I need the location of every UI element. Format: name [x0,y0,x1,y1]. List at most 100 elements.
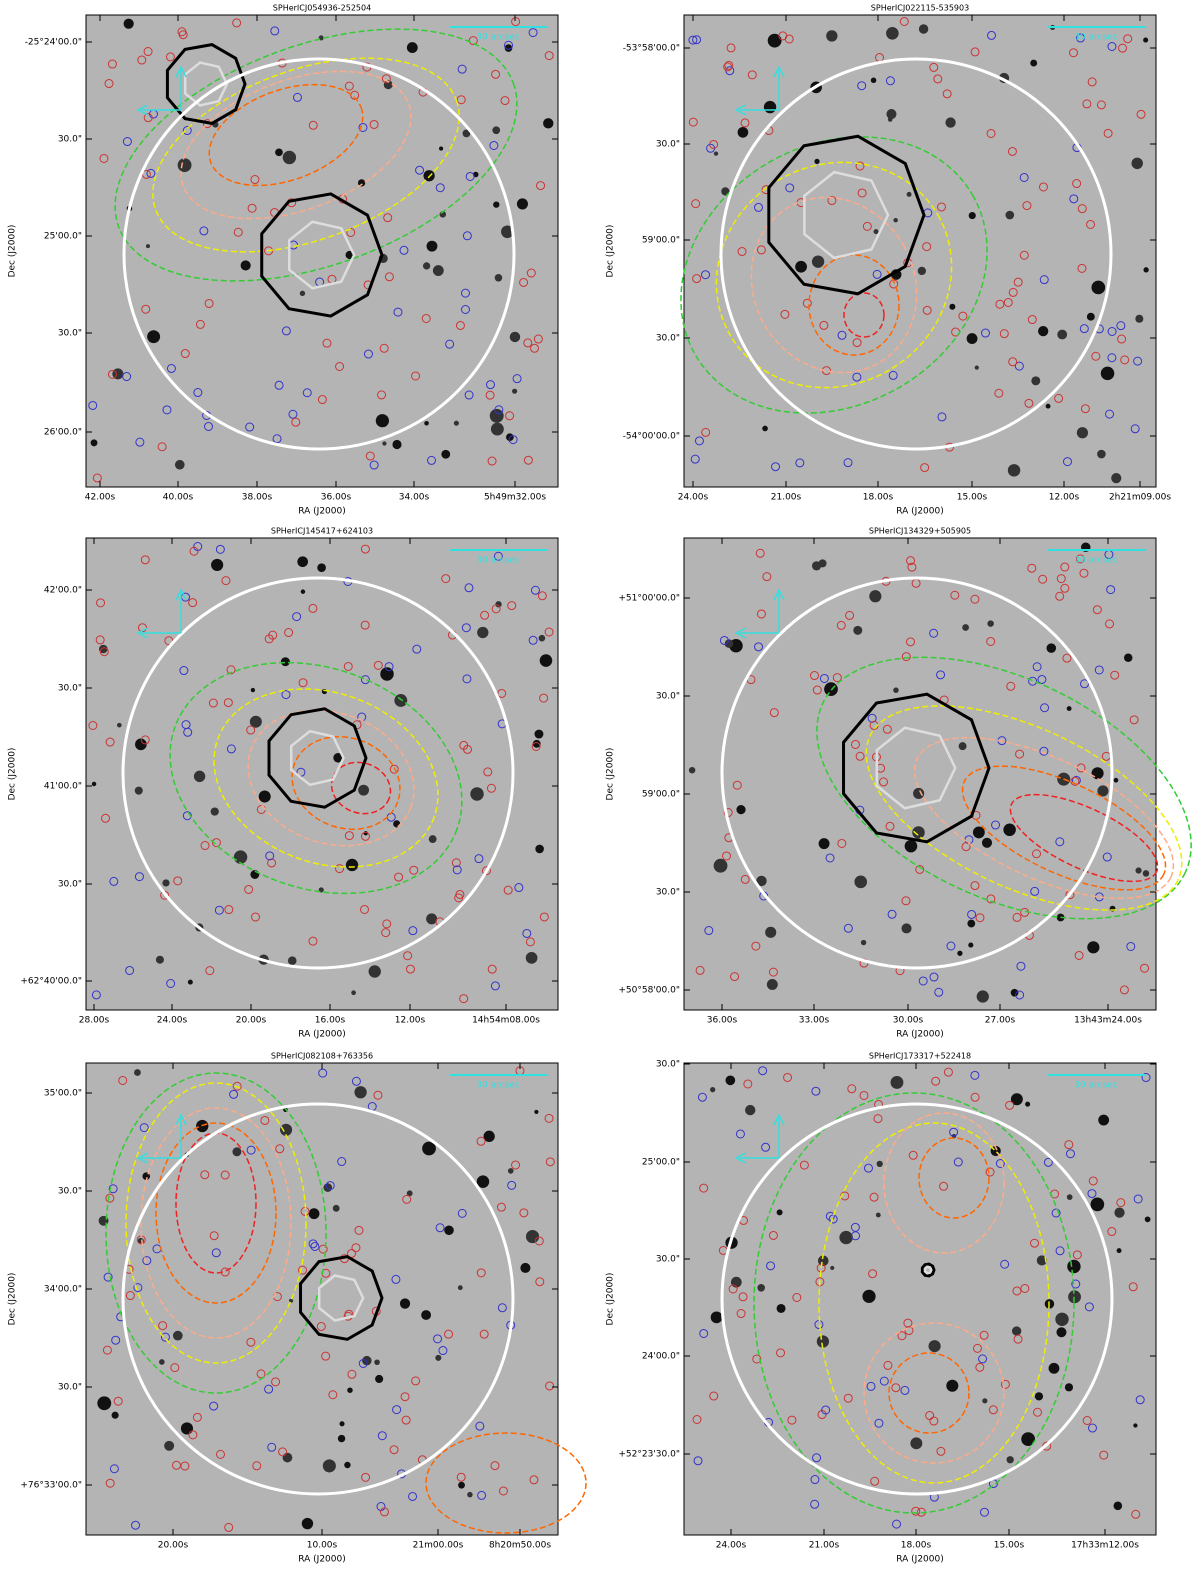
source-marker [291,417,301,427]
source-marker [246,1337,256,1347]
star [904,839,918,853]
source-marker [270,26,280,36]
source-marker [140,555,150,565]
source-marker [995,1159,1005,1169]
source-marker [539,912,549,922]
source-marker [170,1363,180,1373]
source-marker [494,405,504,415]
source-marker [199,226,209,236]
star [187,979,193,985]
source-marker [523,338,533,348]
y-axis-label: Dec (J2000) [8,225,18,278]
source-marker [512,374,522,384]
source-marker [535,1277,545,1287]
contour-black [920,1262,936,1278]
source-marker [104,79,114,89]
star [824,682,838,697]
source-marker [943,1067,953,1077]
star [910,1437,923,1450]
source-marker [166,363,176,373]
source-marker [836,620,846,630]
source-marker [863,1163,873,1173]
y-tick-label: 30.0" [58,135,82,145]
source-marker [1110,670,1120,680]
star [1057,329,1068,340]
star [839,1230,853,1245]
contour [125,1082,307,1364]
source-marker [692,274,702,284]
star [301,1517,314,1530]
source-marker [723,62,733,72]
star [534,729,544,739]
source-marker [316,1321,326,1331]
star [946,1379,959,1392]
star [1010,1093,1023,1106]
source-marker [384,662,394,672]
source-marker [511,1160,521,1170]
source-marker [953,1157,963,1167]
source-marker [1091,351,1101,361]
source-marker [379,343,389,353]
source-marker [931,1076,941,1086]
source-marker [491,604,501,614]
star [928,1340,941,1353]
star [1090,1197,1105,1212]
star [765,926,777,938]
source-marker [534,1236,544,1246]
source-marker [232,1081,242,1091]
source-marker [204,298,214,308]
star [351,990,356,996]
star [532,739,541,748]
image-content: 30 arcsec [97,1066,587,1534]
y-tick-label: 30.0" [656,334,680,344]
star [337,1434,346,1443]
source-marker [936,670,946,680]
source-marker [704,926,714,936]
source-marker [1107,42,1117,52]
source-marker [827,196,837,206]
source-marker [891,1383,901,1393]
source-marker [360,620,370,630]
x-tick-label: 18.00s [901,1541,932,1551]
star [111,1411,119,1419]
y-tick-label: 25'00.0" [642,1158,680,1168]
star [516,198,528,210]
source-marker [140,735,150,745]
star [354,1086,367,1099]
source-marker [1105,619,1115,629]
source-marker [531,741,541,751]
source-marker [490,981,500,991]
star [1135,867,1142,874]
source-marker [1126,941,1136,951]
source-marker [477,1490,487,1500]
star [1144,1216,1151,1223]
source-marker [995,299,1005,309]
star [507,1168,514,1174]
star [1091,767,1104,780]
source-marker [224,1522,234,1532]
source-marker [978,1354,988,1364]
source-marker [246,1145,256,1155]
star [476,1175,490,1188]
image-content: 30 arcsec [88,17,554,483]
source-marker [384,272,394,282]
source-marker [308,603,318,613]
source-marker [373,1090,383,1100]
contour-black [260,192,384,318]
star [870,77,877,84]
x-tick-label: 20.00s [236,1016,267,1026]
x-tick-label: 40.00s [163,493,194,503]
source-marker [1128,1282,1138,1292]
source-marker [825,853,835,863]
source-marker [211,838,221,848]
source-marker [949,1127,959,1137]
aperture [121,576,515,970]
source-marker [1006,681,1016,691]
source-marker [752,1354,762,1364]
contour [180,70,412,220]
source-marker [358,122,368,132]
star [435,1354,442,1361]
source-marker [99,647,109,657]
source-marker [137,55,147,65]
source-marker [264,1384,274,1394]
